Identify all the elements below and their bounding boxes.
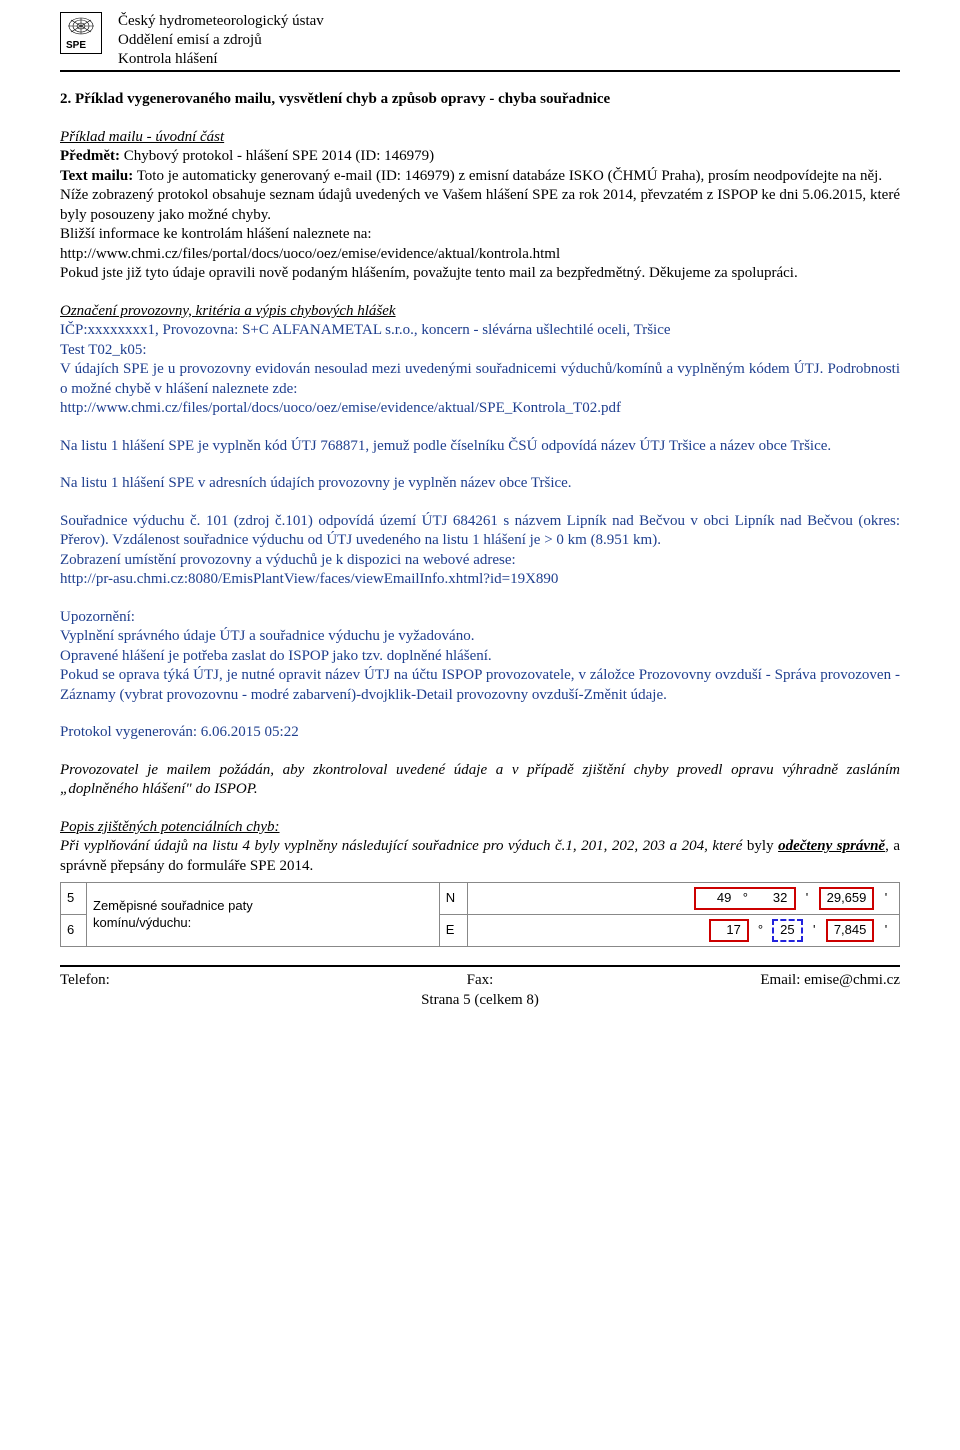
criteria-p3: Na listu 1 hlášení SPE v adresních údají… — [60, 474, 900, 494]
criteria-p2: Na listu 1 hlášení SPE je vyplněn kód ÚT… — [60, 437, 900, 457]
page-header: SPE Český hydrometeorologický ústav Oddě… — [60, 12, 900, 72]
coord-label: Zeměpisné souřadnice paty komínu/výduchu… — [87, 883, 440, 947]
footer-fax: Fax: — [340, 971, 620, 991]
org-name: Český hydrometeorologický ústav — [118, 12, 324, 31]
direction-n: N — [439, 883, 467, 915]
body-line-1: Toto je automaticky generovaný e-mail (I… — [137, 168, 882, 184]
icp-line: IČP:xxxxxxxx1, Provozovna: S+C ALFANAMET… — [60, 321, 900, 341]
criteria-block: Označení provozovny, kritéria a výpis ch… — [60, 302, 900, 800]
criteria-p4a: Souřadnice výduchu č. 101 (zdroj č.101) … — [60, 512, 900, 551]
info-link[interactable]: http://www.chmi.cz/files/portal/docs/uoc… — [60, 246, 560, 262]
svg-text:SPE: SPE — [66, 40, 86, 51]
doc-type: Kontrola hlášení — [118, 50, 324, 69]
footer-email: Email: emise@chmi.cz — [620, 971, 900, 991]
footer-divider — [60, 965, 900, 967]
criteria-p1: V údajích SPE je u provozovny evidován n… — [60, 360, 900, 399]
criteria-link[interactable]: http://www.chmi.cz/files/portal/docs/uoc… — [60, 399, 900, 419]
criteria-heading: Označení provozovny, kritéria a výpis ch… — [60, 302, 900, 322]
coord-values-e: 17 ° 25 ' 7,845 ' — [467, 915, 899, 947]
mail-example-block: Příklad mailu - úvodní část Předmět: Chy… — [60, 128, 900, 284]
criteria-p4b: Zobrazení umístění provozovny a výduchů … — [60, 551, 900, 571]
row-number: 5 — [61, 883, 87, 915]
test-line: Test T02_k05: — [60, 341, 900, 361]
header-text: Český hydrometeorologický ústav Oddělení… — [118, 12, 324, 68]
operator-request: Provozovatel je mailem požádán, aby zkon… — [60, 761, 900, 800]
body-line-2: Níže zobrazený protokol obsahuje seznam … — [60, 187, 900, 223]
warning-line-1: Vyplnění správného údaje ÚTJ a souřadnic… — [60, 627, 900, 647]
row-number: 6 — [61, 915, 87, 947]
text-label: Text mailu: — [60, 168, 133, 184]
page-number: Strana 5 (celkem 8) — [60, 991, 900, 1011]
warning-line-2: Opravené hlášení je potřeba zaslat do IS… — [60, 647, 900, 667]
protocol-generated: Protokol vygenerován: 6.06.2015 05:22 — [60, 723, 900, 743]
errors-block: Popis zjištěných potenciálních chyb: Při… — [60, 818, 900, 877]
coordinate-table: 5 Zeměpisné souřadnice paty komínu/výduc… — [60, 882, 900, 947]
coord-values-n: 49 ° 32 ' 29,659 ' — [467, 883, 899, 915]
section-title: 2. Příklad vygenerovaného mailu, vysvětl… — [60, 90, 900, 110]
footer-telephone: Telefon: — [60, 971, 340, 991]
spe-logo-icon: SPE — [60, 12, 102, 54]
dept-name: Oddělení emisí a zdrojů — [118, 31, 324, 50]
subject-label: Předmět: — [60, 148, 120, 164]
direction-e: E — [439, 915, 467, 947]
warning-heading: Upozornění: — [60, 608, 900, 628]
errors-heading: Popis zjištěných potenciálních chyb: — [60, 818, 900, 838]
subject-value: Chybový protokol - hlášení SPE 2014 (ID:… — [124, 148, 434, 164]
body-line-4: Pokud jste již tyto údaje opravili nově … — [60, 265, 798, 281]
mail-heading: Příklad mailu - úvodní část — [60, 129, 224, 145]
errors-text: Při vyplňování údajů na listu 4 byly vyp… — [60, 837, 900, 876]
body-line-3: Bližší informace ke kontrolám hlášení na… — [60, 226, 372, 242]
map-link[interactable]: http://pr-asu.chmi.cz:8080/EmisPlantView… — [60, 570, 900, 590]
table-row: 5 Zeměpisné souřadnice paty komínu/výduc… — [61, 883, 900, 915]
warning-line-3: Pokud se oprava týká ÚTJ, je nutné oprav… — [60, 666, 900, 705]
page-footer: Telefon: Fax: Email: emise@chmi.cz — [60, 971, 900, 991]
